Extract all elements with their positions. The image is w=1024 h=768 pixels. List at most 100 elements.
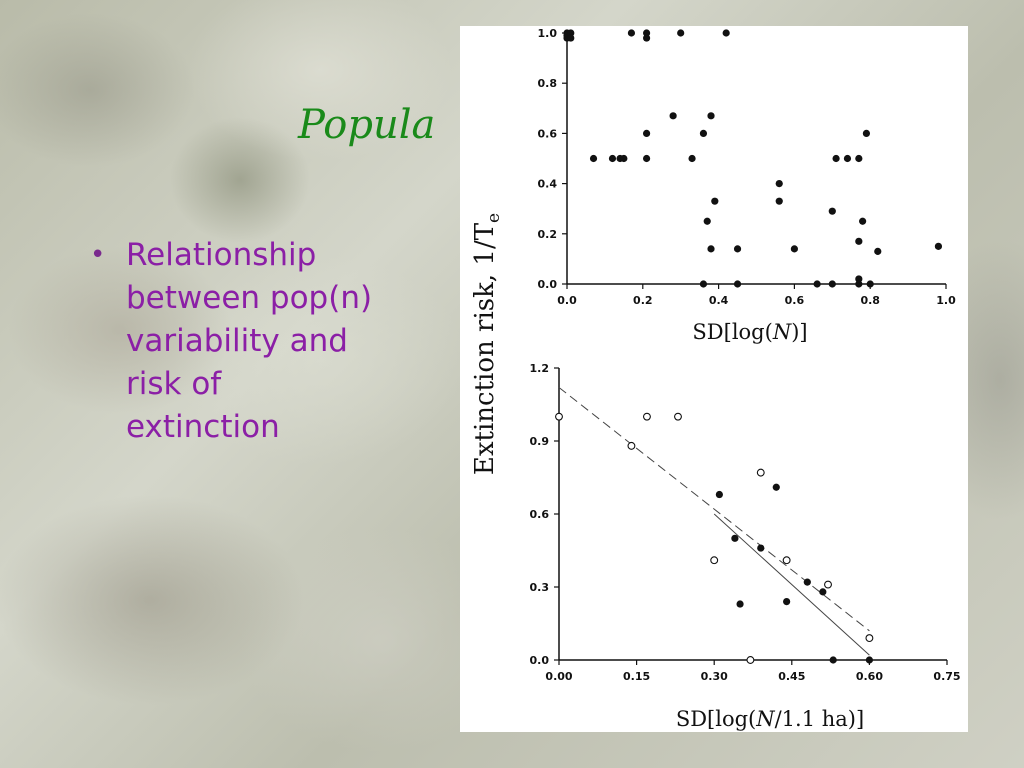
x-tick-label: 0.45 <box>778 670 805 683</box>
y-tick-label: 0.6 <box>530 508 550 521</box>
chart-1: 0.0 0.2 0.4 0.6 0.8 1.0 0.0 0.2 0.4 0.6 0.8 1.0 SD[l… <box>538 27 957 344</box>
filled-point <box>855 154 863 163</box>
open-point <box>710 556 719 565</box>
bullet-line-5: extinction <box>126 409 280 445</box>
x-tick-label: 0.8 <box>860 294 880 307</box>
filled-point <box>865 656 873 664</box>
y-tick-label: 0.6 <box>538 127 558 140</box>
x-axis-label-part: /1.1 ha)] <box>775 707 865 731</box>
open-point <box>756 468 765 477</box>
filled-point <box>731 534 739 542</box>
filled-point <box>669 112 677 120</box>
filled-point <box>627 29 636 37</box>
x-axis-label-part: N <box>755 707 775 731</box>
open-point <box>674 412 682 421</box>
filled-point <box>736 600 744 608</box>
filled-point <box>699 129 708 137</box>
dashed-fit-line <box>558 387 870 632</box>
x-tick-label: 0.60 <box>856 670 883 683</box>
x-axis-label-part: )] <box>791 320 807 344</box>
filled-point <box>589 154 598 163</box>
y-tick-label: 0.0 <box>538 278 558 291</box>
y-tick-label: 0.4 <box>538 178 558 191</box>
x-tick-label: 0.4 <box>709 294 729 307</box>
y-tick-label: 1.2 <box>530 362 550 375</box>
open-point <box>782 556 791 565</box>
chart-2: 0.00 0.15 0.30 0.45 0.60 0.75 0.0 0.3 0.6 0.9 1.2 S… <box>530 362 961 731</box>
y-axis-label-main: Extinction risk, 1/T <box>470 222 500 475</box>
filled-point <box>832 154 840 163</box>
bullet-line-3: variability and <box>126 323 348 359</box>
x-tick-label: 0.30 <box>701 670 728 683</box>
open-point <box>824 580 832 589</box>
y-tick-label: 1.0 <box>538 27 558 40</box>
filled-point <box>757 544 765 552</box>
filled-point <box>772 483 780 491</box>
x-axis-label-part: SD[log( <box>692 320 772 344</box>
x-axis-label-part: N <box>772 320 792 344</box>
y-tick-label: 0.9 <box>530 435 550 448</box>
filled-point <box>688 154 696 163</box>
filled-point <box>642 129 651 137</box>
x-tick-label: 0.0 <box>557 294 577 307</box>
x-axis-label-part: SD[log( <box>676 707 756 731</box>
filled-point <box>874 247 882 255</box>
filled-point <box>722 29 730 37</box>
filled-point <box>699 280 708 288</box>
filled-point <box>775 180 783 188</box>
x-axis-label: SD[log(N/1.1 ha)] <box>676 707 864 731</box>
solid-fit-line <box>713 513 870 656</box>
filled-point <box>855 237 863 245</box>
open-point <box>746 656 755 664</box>
filled-point <box>567 29 575 37</box>
filled-point <box>642 34 651 42</box>
open-point <box>555 412 563 421</box>
filled-point <box>866 280 874 288</box>
x-axis-label: SD[log(N)] <box>692 320 807 344</box>
filled-point <box>843 154 852 163</box>
filled-point <box>813 280 821 288</box>
filled-point <box>828 207 836 215</box>
filled-point <box>803 578 811 586</box>
filled-point <box>733 280 742 288</box>
open-point <box>627 441 636 450</box>
filled-point <box>859 217 867 225</box>
x-tick-label: 0.2 <box>633 294 653 307</box>
filled-point <box>703 217 711 225</box>
y-axis-label: Extinction risk, 1/Te <box>470 213 504 475</box>
open-point <box>642 412 651 421</box>
filled-point <box>608 154 617 163</box>
filled-point <box>775 197 783 205</box>
filled-point <box>819 588 827 596</box>
filled-point <box>567 34 575 42</box>
filled-point <box>642 29 651 37</box>
y-tick-label: 0.2 <box>538 228 558 241</box>
y-axis-label-subscript: e <box>484 213 504 223</box>
bullet-item: • Relationship between pop(n) variabilit… <box>88 234 448 449</box>
x-tick-label: 0.00 <box>545 670 572 683</box>
filled-point <box>862 129 871 137</box>
x-tick-label: 0.6 <box>785 294 805 307</box>
x-tick-label: 0.15 <box>623 670 650 683</box>
filled-point <box>828 280 836 288</box>
open-point <box>865 634 874 643</box>
filled-point <box>790 245 798 253</box>
x-tick-label: 0.75 <box>933 670 960 683</box>
figure-panel: 0.0 0.2 0.4 0.6 0.8 1.0 0.0 0.2 0.4 0.6 0.8 1.0 SD[l… <box>460 26 968 732</box>
filled-point <box>715 490 723 499</box>
y-tick-label: 0.8 <box>538 77 558 90</box>
filled-point <box>733 245 742 253</box>
bullet-list: • Relationship between pop(n) variabilit… <box>88 234 448 449</box>
filled-point <box>707 112 715 120</box>
filled-point <box>707 245 715 253</box>
filled-point <box>783 598 791 606</box>
charts-svg: 0.0 0.2 0.4 0.6 0.8 1.0 0.0 0.2 0.4 0.6 0.8 1.0 SD[l… <box>470 27 961 731</box>
filled-point <box>677 29 685 37</box>
filled-point <box>829 656 837 664</box>
filled-point <box>855 275 863 283</box>
y-tick-label: 0.0 <box>530 654 550 667</box>
filled-point <box>855 280 863 288</box>
filled-point <box>934 242 943 250</box>
filled-point <box>711 197 719 205</box>
bullet-line-4: risk of <box>126 366 222 402</box>
